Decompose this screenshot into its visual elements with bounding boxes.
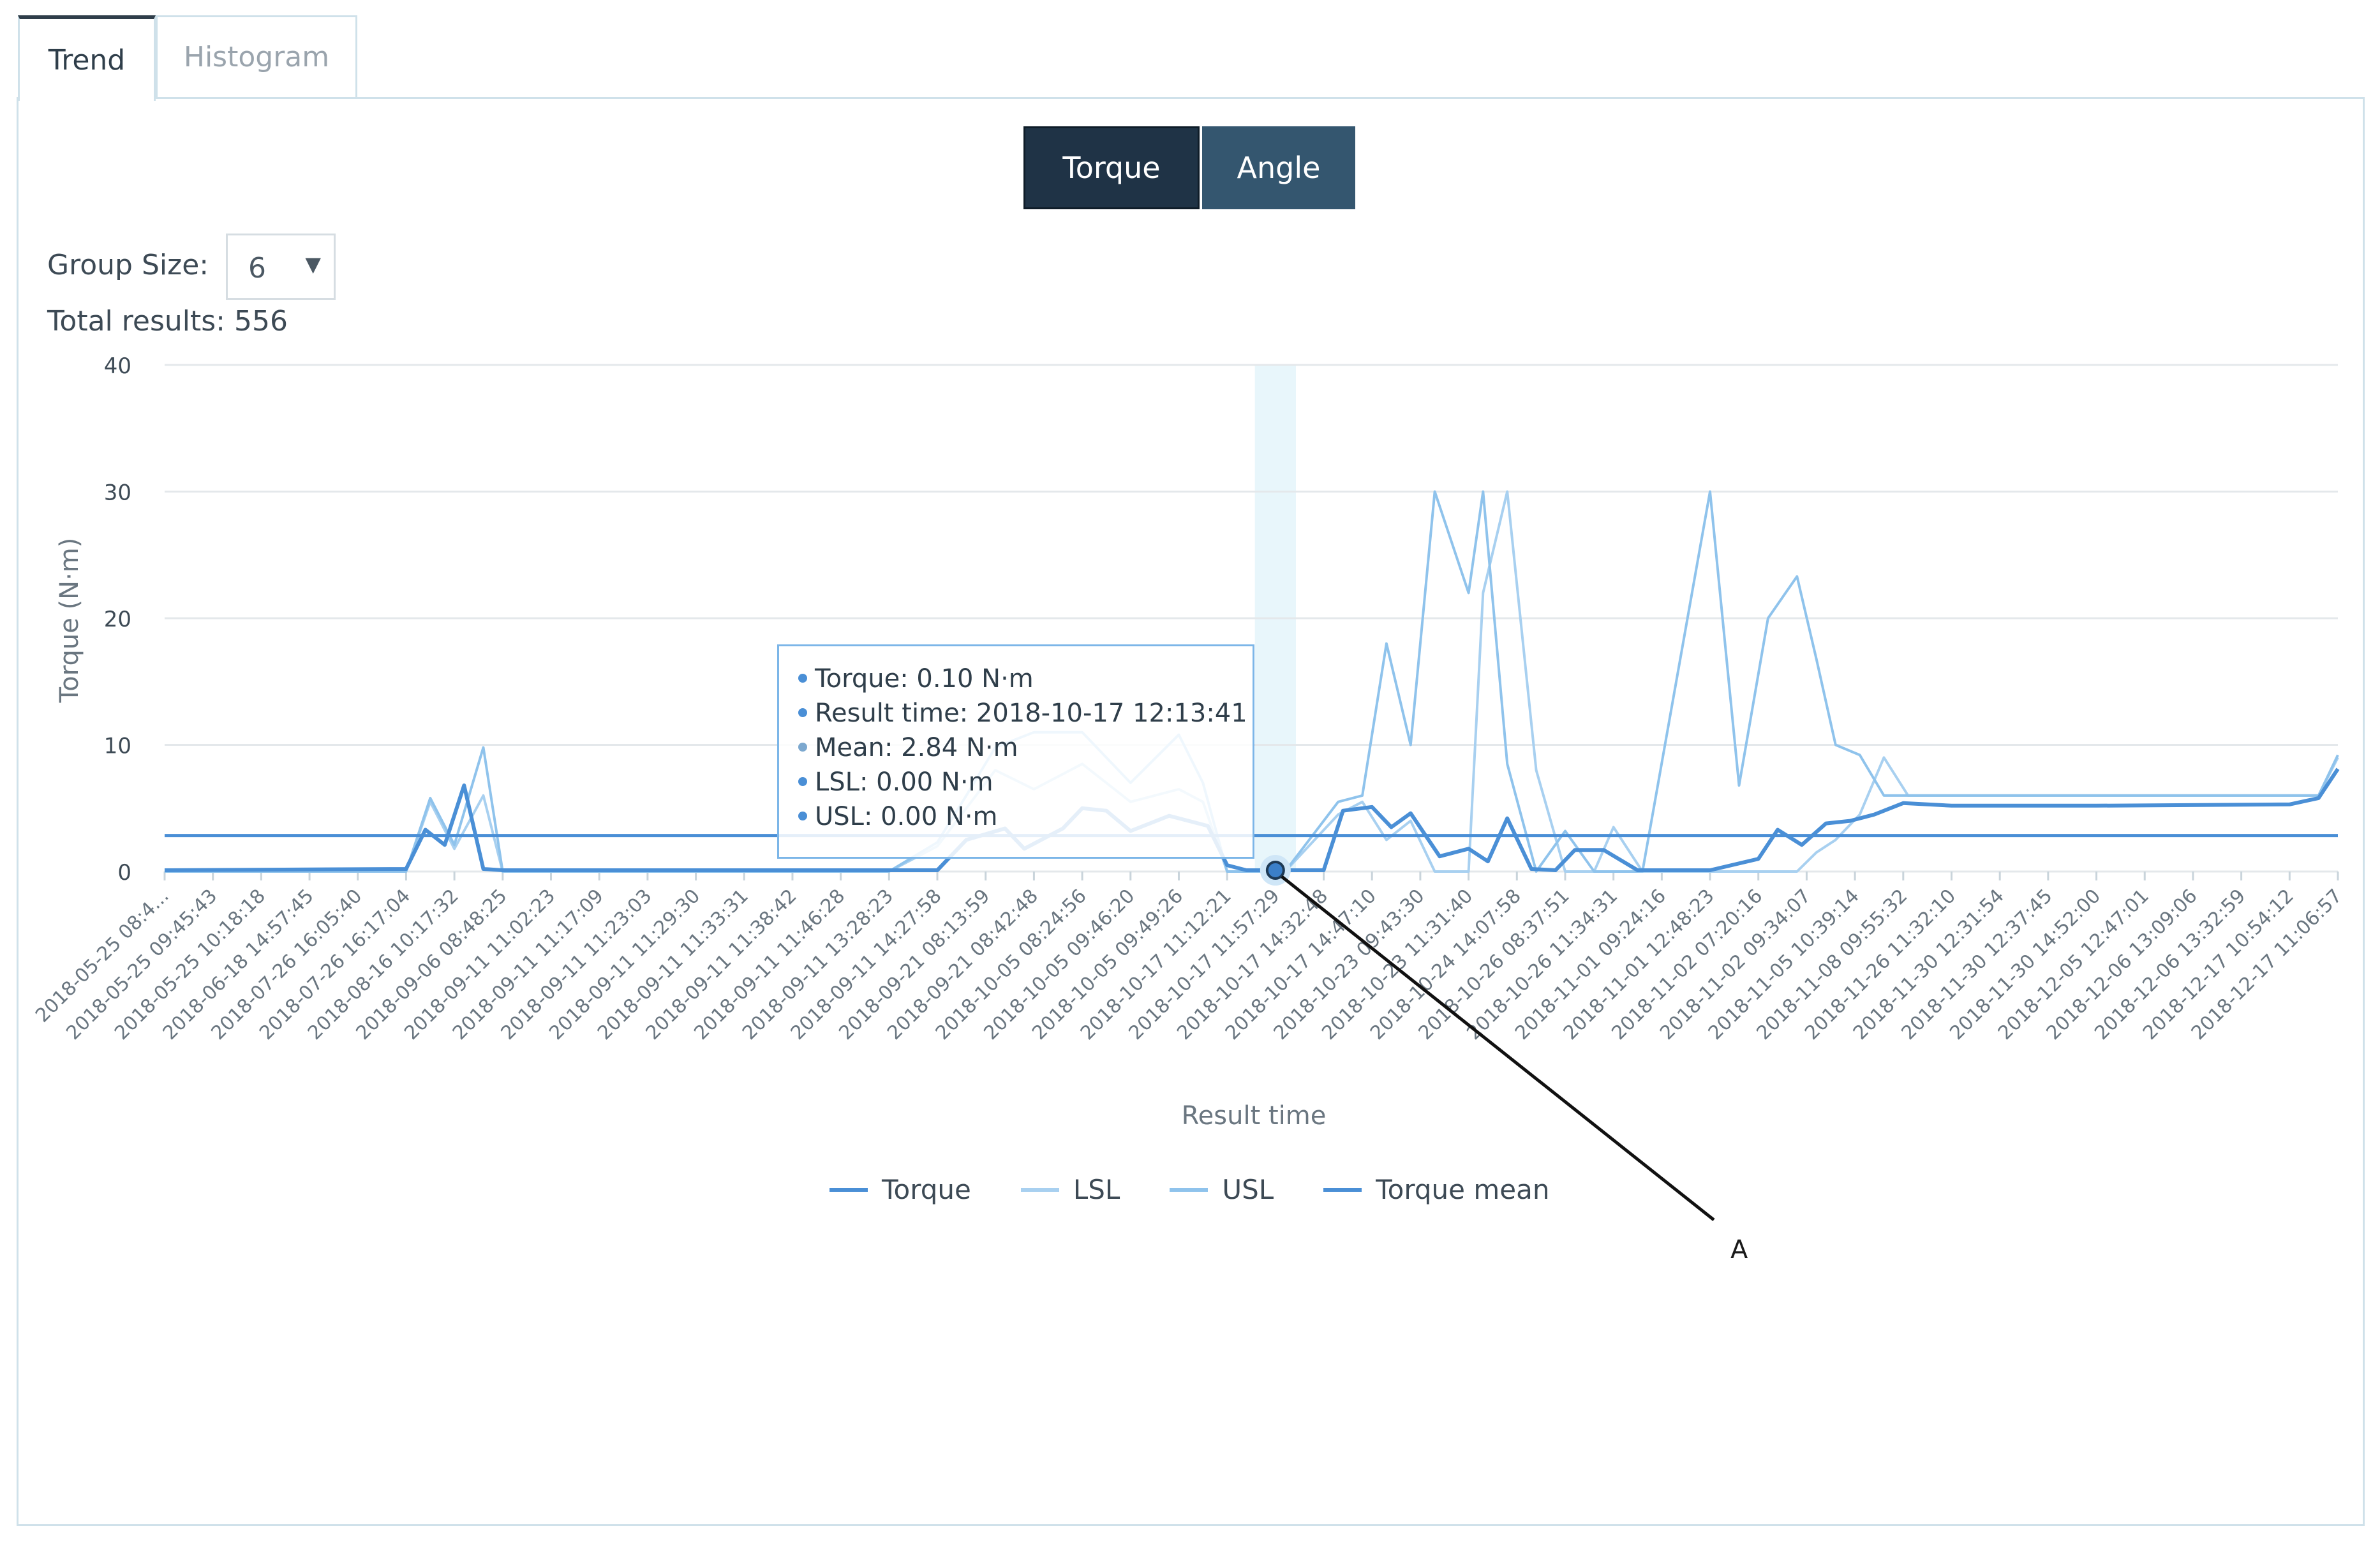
usl-dot-icon	[798, 812, 807, 820]
legend-lsl[interactable]: LSL	[1020, 1174, 1120, 1205]
callout-line	[1281, 875, 1715, 1221]
legend-torque-mean-swatch	[1323, 1187, 1362, 1192]
time-dot-icon	[798, 708, 807, 717]
legend-torque[interactable]: Torque	[829, 1174, 971, 1205]
tooltip-lsl-row: LSL: 0.00 N·m	[798, 765, 1233, 799]
y-tick-label: 10	[104, 734, 131, 759]
legend-usl-swatch	[1170, 1187, 1209, 1192]
group-size-value: 6	[248, 252, 266, 285]
y-tick-label: 40	[104, 353, 131, 379]
tab-trend[interactable]: Trend	[18, 15, 156, 101]
chevron-down-icon: ▼	[305, 252, 321, 276]
group-size-label: Group Size:	[47, 249, 209, 281]
callout-label: A	[1730, 1235, 1748, 1265]
hover-point	[1265, 861, 1285, 880]
tooltip-mean: Mean: 2.84 N·m	[815, 733, 1018, 762]
y-tick-label: 0	[117, 860, 131, 886]
torque-dot-icon	[798, 674, 807, 683]
tooltip-lsl: LSL: 0.00 N·m	[815, 768, 993, 797]
legend-lsl-label: LSL	[1073, 1174, 1120, 1205]
mean-dot-icon	[798, 743, 807, 752]
legend-usl[interactable]: USL	[1170, 1174, 1274, 1205]
legend-lsl-swatch	[1020, 1187, 1059, 1192]
tooltip-time-row: Result time: 2018-10-17 12:13:41	[798, 696, 1247, 731]
total-results: Total results: 556	[47, 305, 288, 338]
legend-torque-swatch	[829, 1187, 868, 1192]
legend-torque-mean-label: Torque mean	[1376, 1174, 1550, 1205]
x-axis-title: Result time	[1182, 1101, 1327, 1131]
y-tick-label: 20	[104, 607, 131, 632]
measure-toggle: Torque Angle	[1023, 126, 1355, 209]
tab-bar: Trend Histogram	[18, 15, 357, 101]
tooltip-torque-row: Torque: 0.10 N·m	[798, 662, 1233, 696]
tooltip-result-time: Result time: 2018-10-17 12:13:41	[815, 699, 1247, 728]
tooltip-torque: Torque: 0.10 N·m	[815, 664, 1034, 694]
lsl-dot-icon	[798, 777, 807, 786]
y-axis-title: Torque (N·m)	[55, 538, 84, 704]
torque-button[interactable]: Torque	[1023, 126, 1200, 209]
legend-torque-label: Torque	[882, 1174, 971, 1205]
angle-button[interactable]: Angle	[1202, 126, 1355, 209]
legend-torque-mean[interactable]: Torque mean	[1323, 1174, 1549, 1205]
tab-histogram[interactable]: Histogram	[156, 15, 357, 97]
chart-legend: Torque LSL USL Torque mean	[829, 1174, 1599, 1205]
group-size-select[interactable]: 6 ▼	[226, 234, 336, 300]
series-line-torque	[164, 768, 2340, 872]
y-tick-label: 30	[104, 480, 131, 506]
tooltip-usl-row: USL: 0.00 N·m	[798, 799, 1233, 834]
chart-tooltip: Torque: 0.10 N·m Result time: 2018-10-17…	[777, 644, 1254, 859]
legend-usl-label: USL	[1222, 1174, 1274, 1205]
tooltip-usl: USL: 0.00 N·m	[815, 802, 998, 831]
tooltip-mean-row: Mean: 2.84 N·m	[798, 731, 1233, 765]
